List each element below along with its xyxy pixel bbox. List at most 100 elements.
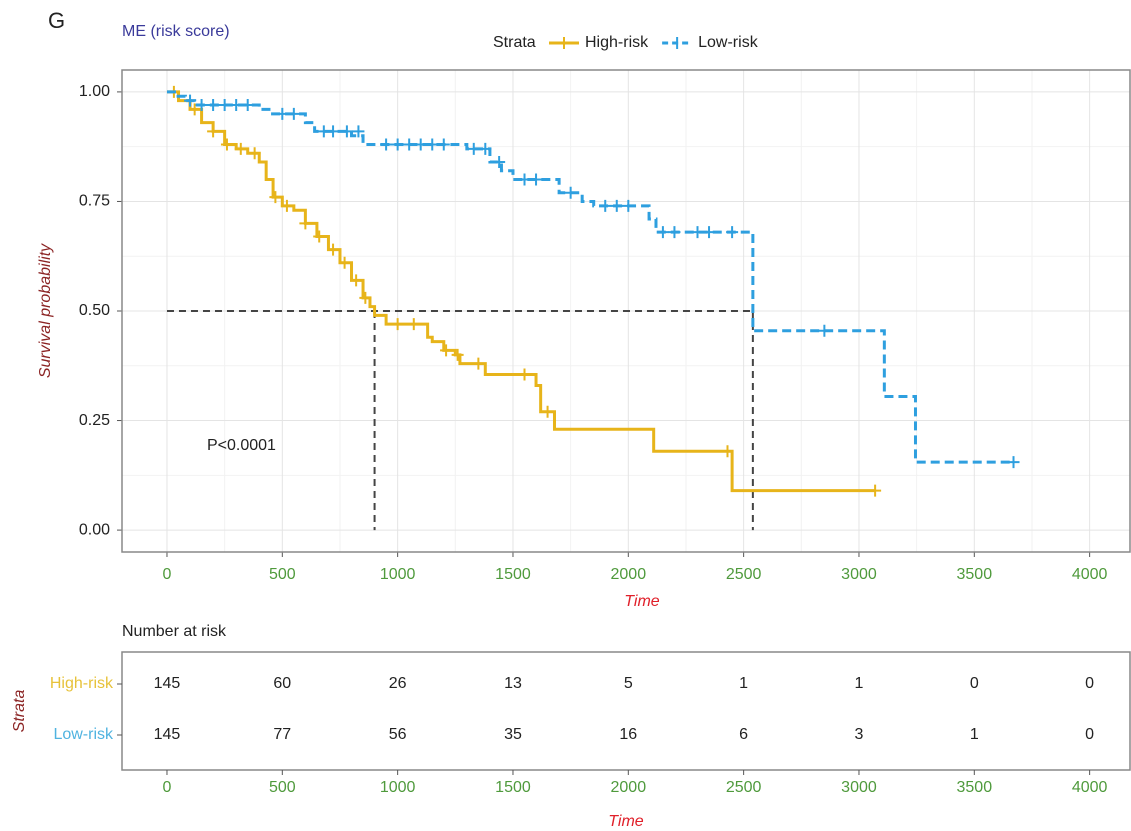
censor-mark (248, 147, 261, 160)
x-tick-label: 1500 (495, 566, 531, 583)
censor-mark (530, 173, 543, 186)
risk-count: 0 (1085, 726, 1094, 743)
censor-mark (241, 99, 254, 112)
y-tick-label: 0.50 (79, 302, 110, 319)
x-tick-label: 3500 (957, 566, 993, 583)
censor-mark (327, 243, 340, 256)
survival-curve (166, 90, 1014, 464)
censor-mark (352, 125, 365, 138)
legend-label: High-risk (585, 34, 649, 51)
censor-mark (313, 230, 326, 243)
x-axis-title: Time (624, 593, 660, 610)
y-axis-title: Survival probability (37, 243, 54, 378)
risk-count: 5 (624, 675, 633, 692)
censor-mark (276, 107, 289, 120)
censor-mark (188, 103, 201, 116)
risk-count: 6 (739, 726, 748, 743)
censor-mark (207, 125, 220, 138)
x-tick-label: 1500 (495, 779, 531, 796)
censor-mark (703, 226, 716, 239)
censor-mark (818, 324, 831, 337)
censor-mark (207, 99, 220, 112)
table-border (121, 651, 1131, 771)
row-label: Low-risk (53, 726, 114, 743)
censor-mark (220, 138, 233, 151)
risk-count: 1 (970, 726, 979, 743)
table-x-title: Time (608, 813, 644, 830)
y-tick-label: 0.75 (79, 193, 110, 210)
censor-mark (299, 217, 312, 230)
risk-count: 77 (273, 726, 291, 743)
censor-mark (184, 94, 197, 107)
subtitle: ME (risk score) (122, 23, 230, 40)
censor-mark (350, 274, 363, 287)
risk-count: 0 (970, 675, 979, 692)
censor-mark (451, 348, 464, 361)
risk-count: 26 (389, 675, 407, 692)
x-tick-label: 4000 (1072, 566, 1108, 583)
x-tick-label: 0 (163, 566, 172, 583)
censor-mark (437, 138, 450, 151)
censor-mark (440, 344, 453, 357)
x-tick-label: 1000 (380, 779, 416, 796)
risk-count: 1 (739, 675, 748, 692)
censor-mark (218, 99, 231, 112)
x-tick-label: 500 (269, 779, 296, 796)
censor-mark (391, 138, 404, 151)
x-tick-label: 4000 (1072, 779, 1108, 796)
censor-mark (541, 405, 554, 418)
censor-mark (726, 226, 739, 239)
x-tick-label: 1000 (380, 566, 416, 583)
censor-mark (403, 138, 416, 151)
x-tick-label: 2500 (726, 566, 762, 583)
censor-mark (380, 138, 393, 151)
censor-mark (426, 138, 439, 151)
row-label: High-risk (50, 675, 114, 692)
risk-count: 35 (504, 726, 522, 743)
censor-mark (269, 191, 282, 204)
censor-mark (622, 199, 635, 212)
x-tick-label: 2000 (611, 566, 647, 583)
censor-mark (479, 142, 492, 155)
table-title: Number at risk (122, 623, 227, 640)
censor-mark (327, 125, 340, 138)
risk-count: 16 (619, 726, 637, 743)
legend-title: Strata (493, 34, 536, 51)
x-tick-label: 3500 (957, 779, 993, 796)
x-tick-label: 0 (163, 779, 172, 796)
censor-mark (230, 99, 243, 112)
x-tick-label: 500 (269, 566, 296, 583)
x-tick-label: 3000 (841, 779, 877, 796)
risk-count: 1 (855, 675, 864, 692)
censor-mark (656, 226, 669, 239)
censor-mark (721, 445, 734, 458)
y-tick-label: 1.00 (79, 83, 110, 100)
censor-mark (869, 484, 882, 497)
panel-label: G (48, 8, 65, 33)
censor-mark (691, 226, 704, 239)
risk-count: 0 (1085, 675, 1094, 692)
legend-label: Low-risk (698, 34, 759, 51)
censor-mark (518, 368, 531, 381)
x-tick-label: 2000 (611, 779, 647, 796)
risk-count: 145 (154, 726, 181, 743)
censor-mark (391, 318, 404, 331)
risk-count: 60 (273, 675, 291, 692)
censor-mark (668, 226, 681, 239)
censor-mark (340, 125, 353, 138)
censor-mark (407, 318, 420, 331)
p-value: P<0.0001 (207, 437, 276, 454)
censor-mark (1007, 456, 1020, 469)
censor-mark (493, 156, 506, 169)
risk-count: 145 (154, 675, 181, 692)
x-tick-label: 2500 (726, 779, 762, 796)
y-tick-label: 0.25 (79, 412, 110, 429)
censor-mark (414, 138, 427, 151)
censor-mark (467, 142, 480, 155)
plot-border (121, 69, 1131, 553)
censor-mark (599, 199, 612, 212)
y-tick-label: 0.00 (79, 521, 110, 538)
risk-count: 13 (504, 675, 522, 692)
